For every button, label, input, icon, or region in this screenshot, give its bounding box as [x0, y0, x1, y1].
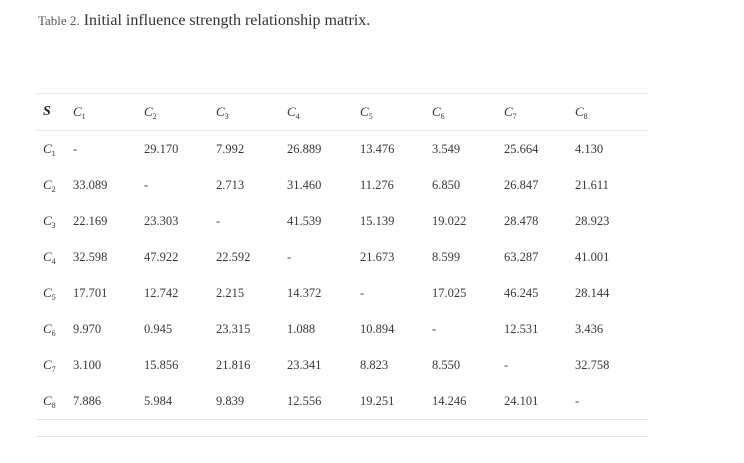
matrix-cell: 24.101	[504, 393, 539, 408]
row-header: C1	[43, 140, 56, 158]
column-header: C1	[73, 103, 86, 121]
corner-header: S	[43, 104, 51, 119]
column-header: C6	[432, 103, 445, 121]
row-header: C2	[43, 176, 56, 194]
matrix-cell: 12.531	[504, 321, 539, 336]
matrix-cell: 22.169	[73, 213, 108, 228]
column-header: C5	[360, 103, 373, 121]
matrix-cell: -	[504, 357, 509, 372]
matrix-cell: 3.549	[432, 141, 461, 156]
matrix-cell: 19.022	[432, 213, 467, 228]
matrix-cell: 29.170	[144, 141, 179, 156]
column-header: C8	[575, 103, 588, 121]
matrix-cell: 41.539	[287, 213, 322, 228]
matrix-cell: 32.758	[575, 357, 610, 372]
matrix-cell: -	[144, 177, 149, 192]
column-header: C7	[504, 103, 517, 121]
matrix-cell: 46.245	[504, 285, 539, 300]
matrix-cell: 47.922	[144, 249, 179, 264]
matrix-cell: 15.139	[360, 213, 395, 228]
matrix-cell: 17.701	[73, 285, 108, 300]
matrix-cell: 21.673	[360, 249, 395, 264]
caption-text: Initial influence strength relationship …	[83, 12, 371, 29]
matrix-cell: 23.315	[216, 321, 251, 336]
matrix-cell: 7.992	[216, 141, 245, 156]
table-row: C3 22.169 23.303 - 41.539 15.139 19.022 28.478 2…	[37, 203, 648, 239]
matrix-cell: -	[432, 321, 437, 336]
matrix-cell: 4.130	[575, 141, 604, 156]
matrix-cell: 2.713	[216, 177, 245, 192]
row-header: C5	[43, 284, 56, 302]
matrix-cell: 7.886	[73, 393, 102, 408]
matrix-body: C1 - 29.170 7.992 26.889 13.476 3.549 25.664 4.1…	[37, 131, 648, 420]
matrix-cell: 23.303	[144, 213, 179, 228]
matrix-cell: 25.664	[504, 141, 539, 156]
matrix-cell: -	[360, 285, 365, 300]
matrix-cell: 2.215	[216, 285, 245, 300]
matrix-cell: 0.945	[144, 321, 173, 336]
influence-matrix-table: S C1 C2 C3 C4 C5 C6 C7 C8 C1 - 29.170 7.992…	[37, 93, 648, 420]
matrix-cell: 31.460	[287, 177, 322, 192]
header-row: S C1 C2 C3 C4 C5 C6 C7 C8	[37, 93, 648, 131]
table-row: C6 9.970 0.945 23.315 1.088 10.894 - 12.531 3.43…	[37, 311, 648, 347]
matrix-cell: 10.894	[360, 321, 395, 336]
matrix-cell: 8.823	[360, 357, 389, 372]
matrix-cell: 14.372	[287, 285, 322, 300]
matrix-cell: 32.598	[73, 249, 108, 264]
table-row: C4 32.598 47.922 22.592 - 21.673 8.599 63.287 41…	[37, 239, 648, 275]
column-header: C2	[144, 103, 157, 121]
table-row: C7 3.100 15.856 21.816 23.341 8.823 8.550 - 32.7…	[37, 347, 648, 383]
matrix-cell: 63.287	[504, 249, 539, 264]
row-header: C8	[43, 392, 56, 410]
matrix-cell: 11.276	[360, 177, 394, 192]
column-header: C4	[287, 103, 300, 121]
row-header: C7	[43, 356, 56, 374]
matrix-cell: 41.001	[575, 249, 610, 264]
matrix-cell: 21.816	[216, 357, 251, 372]
matrix-cell: 26.847	[504, 177, 539, 192]
matrix-cell: 5.984	[144, 393, 173, 408]
matrix-cell: -	[575, 393, 580, 408]
matrix-table-container: S C1 C2 C3 C4 C5 C6 C7 C8 C1 - 29.170 7.992…	[37, 93, 648, 420]
matrix-cell: 15.856	[144, 357, 179, 372]
matrix-cell: 6.850	[432, 177, 461, 192]
row-header: C3	[43, 212, 56, 230]
row-header: C6	[43, 320, 56, 338]
matrix-cell: 21.611	[575, 177, 609, 192]
matrix-cell: 26.889	[287, 141, 322, 156]
matrix-cell: -	[73, 141, 78, 156]
matrix-cell: 33.089	[73, 177, 108, 192]
matrix-cell: 23.341	[287, 357, 322, 372]
bottom-divider	[37, 436, 648, 437]
matrix-cell: 8.599	[432, 249, 461, 264]
matrix-cell: -	[216, 213, 221, 228]
matrix-cell: 14.246	[432, 393, 467, 408]
matrix-cell: 28.923	[575, 213, 610, 228]
table-row: C8 7.886 5.984 9.839 12.556 19.251 14.246 24.10…	[37, 383, 648, 420]
row-header: C4	[43, 248, 56, 266]
matrix-cell: 13.476	[360, 141, 395, 156]
matrix-cell: -	[287, 249, 292, 264]
matrix-cell: 3.436	[575, 321, 604, 336]
table-row: C1 - 29.170 7.992 26.889 13.476 3.549 25.664 4.1…	[37, 131, 648, 168]
matrix-cell: 19.251	[360, 393, 395, 408]
matrix-cell: 22.592	[216, 249, 251, 264]
matrix-cell: 3.100	[73, 357, 102, 372]
matrix-cell: 28.478	[504, 213, 539, 228]
table-row: C2 33.089 - 2.713 31.460 11.276 6.850 26.847 21.…	[37, 167, 648, 203]
matrix-cell: 9.970	[73, 321, 102, 336]
matrix-cell: 9.839	[216, 393, 245, 408]
column-header: C3	[216, 103, 229, 121]
matrix-cell: 8.550	[432, 357, 461, 372]
matrix-cell: 12.742	[144, 285, 179, 300]
matrix-cell: 1.088	[287, 321, 316, 336]
matrix-cell: 12.556	[287, 393, 322, 408]
matrix-cell: 17.025	[432, 285, 467, 300]
caption-label: Table 2.	[38, 13, 80, 28]
matrix-cell: 28.144	[575, 285, 610, 300]
table-caption: Table 2. Initial influence strength rela…	[38, 12, 370, 30]
table-row: C5 17.701 12.742 2.215 14.372 - 17.025 46.245 28…	[37, 275, 648, 311]
